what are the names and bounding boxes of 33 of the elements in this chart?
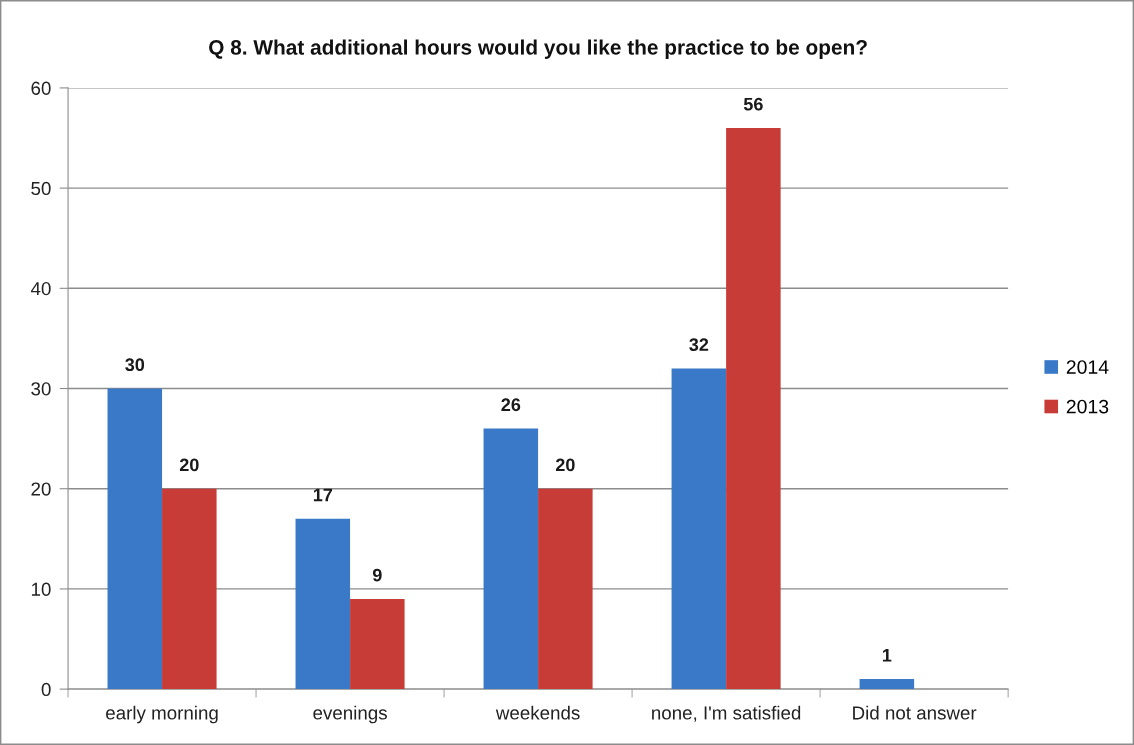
bar xyxy=(350,598,405,690)
y-tick-label: 20 xyxy=(31,482,51,496)
y-tick-label: 0 xyxy=(41,682,51,697)
chart-title: Q 8. What additional hours would you like the practice to be open? xyxy=(209,39,867,59)
bar xyxy=(726,127,781,690)
data-label: 1 xyxy=(882,649,892,662)
legend-label: 2013 xyxy=(1066,399,1109,414)
y-tick-label: 60 xyxy=(31,81,51,95)
y-tick-label: 50 xyxy=(31,181,51,196)
x-tick-label: early morning xyxy=(106,705,218,724)
bar xyxy=(483,428,539,690)
bar xyxy=(107,388,163,690)
data-label: 56 xyxy=(743,97,763,111)
data-label: 17 xyxy=(313,488,333,502)
bar xyxy=(295,518,351,690)
bar xyxy=(538,488,593,690)
bar xyxy=(671,368,727,690)
bar xyxy=(162,488,217,690)
bar xyxy=(859,679,915,690)
data-label: 30 xyxy=(125,358,145,372)
x-tick-label: none, I'm satisfied xyxy=(652,705,801,722)
x-tick-label: evenings xyxy=(313,705,387,724)
y-tick-label: 40 xyxy=(30,282,51,296)
x-tick-label: weekends xyxy=(495,705,580,720)
data-label: 26 xyxy=(501,398,521,412)
legend-label: 2014 xyxy=(1066,360,1109,374)
data-label: 20 xyxy=(555,458,575,472)
data-label: 20 xyxy=(179,458,199,472)
data-label: 32 xyxy=(689,338,709,352)
x-tick-label: Did not answer xyxy=(853,705,977,720)
y-tick-label: 30 xyxy=(31,382,51,396)
data-label: 9 xyxy=(372,568,382,582)
y-tick-label: 10 xyxy=(31,582,51,596)
